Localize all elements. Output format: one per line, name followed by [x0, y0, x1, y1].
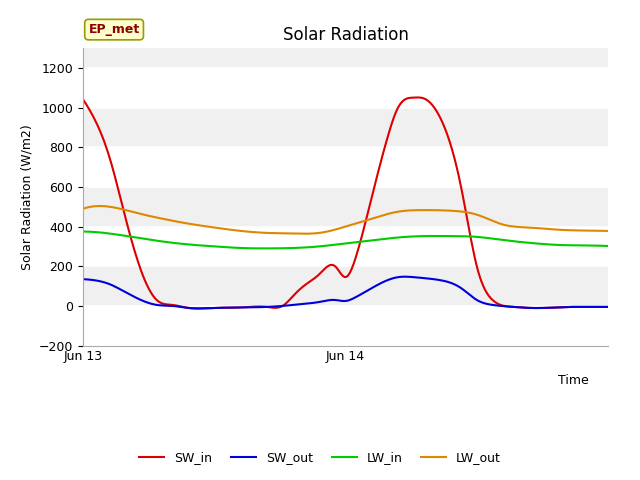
SW_in [392, 110, 399, 116]
SW_out [195, 305, 203, 311]
SW_out [604, 304, 612, 310]
LW_in [394, 235, 401, 240]
Text: EP_met: EP_met [88, 23, 140, 36]
LW_in [403, 234, 410, 240]
LW_out [559, 227, 566, 233]
Text: Time: Time [558, 374, 589, 387]
SW_in [403, 96, 410, 102]
SW_out [79, 276, 87, 282]
SW_in [604, 304, 612, 310]
Bar [83, 108, 608, 147]
Line: LW_in: LW_in [83, 231, 608, 248]
Bar [83, 227, 608, 266]
Line: SW_in: SW_in [83, 97, 608, 309]
LW_out [604, 228, 612, 234]
SW_in [193, 306, 201, 312]
SW_out [525, 305, 533, 311]
SW_in [394, 106, 401, 112]
Bar [83, 147, 608, 187]
Y-axis label: Solar Radiation (W/m2): Solar Radiation (W/m2) [20, 124, 33, 270]
Bar [83, 68, 608, 108]
Line: SW_out: SW_out [83, 276, 608, 308]
Bar [83, 266, 608, 306]
LW_in [557, 242, 564, 248]
LW_out [81, 205, 89, 211]
LW_out [396, 209, 403, 215]
SW_out [81, 276, 89, 282]
LW_in [79, 228, 87, 234]
LW_in [604, 243, 612, 249]
LW_out [394, 209, 401, 215]
LW_out [79, 206, 87, 212]
SW_out [404, 274, 412, 280]
SW_in [415, 95, 422, 100]
Bar [83, 306, 608, 346]
SW_in [559, 304, 566, 310]
SW_out [392, 275, 399, 280]
Line: LW_out: LW_out [83, 206, 608, 234]
SW_out [394, 275, 401, 280]
Title: Solar Radiation: Solar Radiation [283, 25, 408, 44]
LW_out [301, 231, 308, 237]
SW_in [525, 305, 533, 311]
LW_out [525, 225, 533, 230]
SW_out [559, 304, 566, 310]
LW_in [524, 240, 531, 246]
SW_in [81, 99, 89, 105]
LW_in [81, 228, 89, 234]
SW_out [401, 274, 408, 279]
LW_out [404, 208, 412, 214]
SW_in [79, 96, 87, 102]
LW_in [260, 245, 268, 251]
Bar [83, 187, 608, 227]
Legend: SW_in, SW_out, LW_in, LW_out: SW_in, SW_out, LW_in, LW_out [134, 446, 506, 469]
LW_out [95, 203, 103, 209]
LW_in [392, 235, 399, 240]
